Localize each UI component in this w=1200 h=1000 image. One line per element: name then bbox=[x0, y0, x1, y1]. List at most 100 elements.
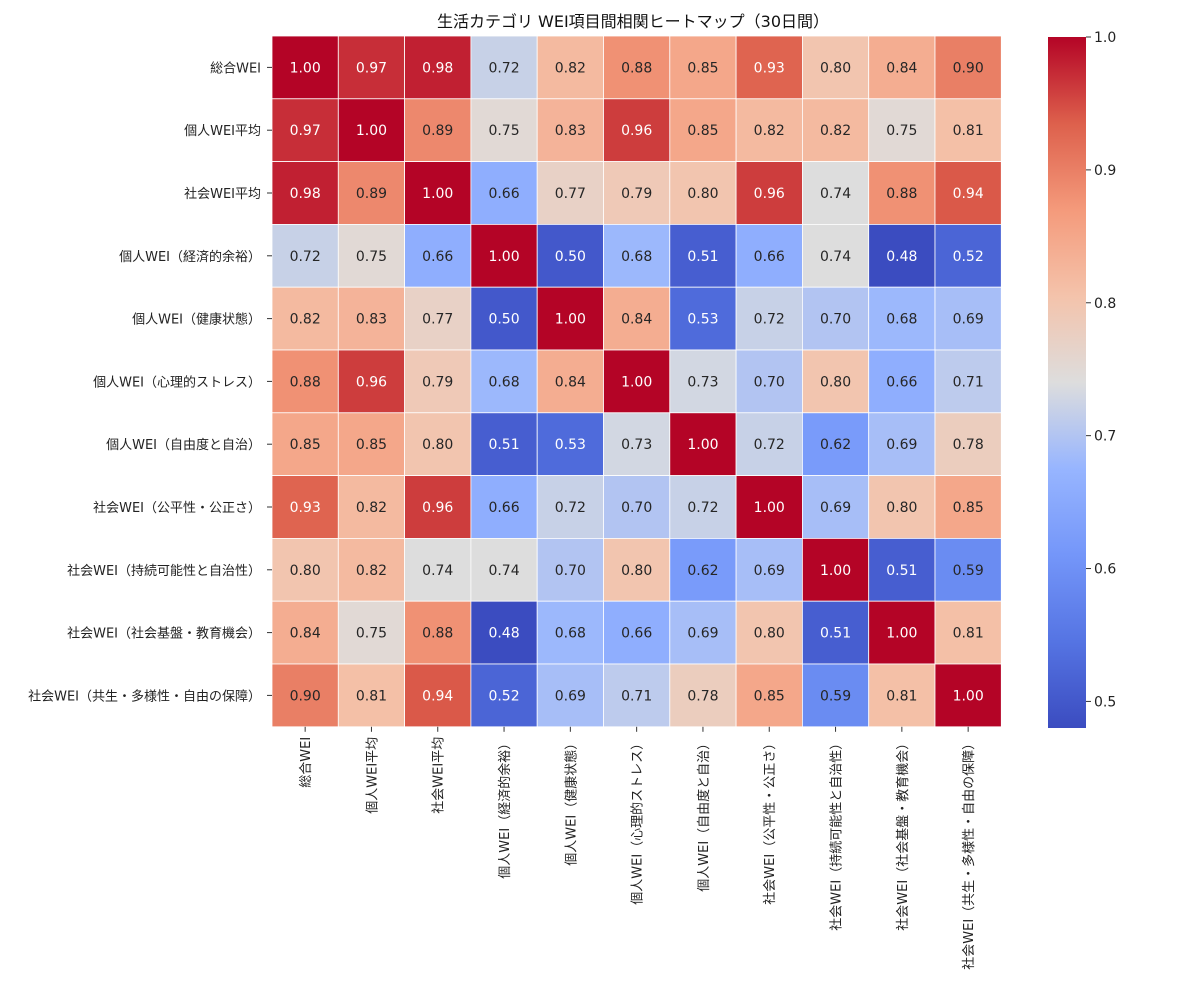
cell-value-label: 0.80 bbox=[754, 626, 785, 642]
cell-value-label: 1.00 bbox=[488, 249, 519, 265]
heatmap-cell bbox=[404, 663, 472, 728]
heatmap-cell bbox=[934, 286, 1002, 351]
cell-value-label: 0.81 bbox=[953, 626, 984, 642]
colorbar bbox=[1048, 37, 1086, 728]
heatmap-cell bbox=[868, 475, 936, 539]
colorbar-tick-label: 1.0 bbox=[1094, 30, 1116, 46]
cell-value-label: 0.72 bbox=[687, 500, 718, 516]
heatmap-cell bbox=[868, 98, 936, 163]
heatmap-cell bbox=[603, 600, 671, 665]
heatmap-cell bbox=[536, 600, 604, 665]
row-label: 個人WEI平均 bbox=[184, 124, 261, 139]
cell-value-label: 0.66 bbox=[886, 374, 917, 390]
heatmap-cell bbox=[669, 98, 737, 163]
cell-value-label: 0.93 bbox=[290, 500, 321, 516]
column-labels: 総合WEI 個人WEI平均 社会WEI平均 個人WEI（経済的余裕） 個人WEI（健康状… bbox=[299, 726, 977, 970]
heatmap-cell bbox=[536, 475, 604, 539]
heatmap-cell bbox=[934, 161, 1002, 225]
cell-value-label: 0.50 bbox=[488, 312, 519, 328]
chart-title: 生活カテゴリ WEI項目間相関ヒートマップ（30日間） bbox=[437, 12, 829, 31]
heatmap-cell bbox=[735, 98, 803, 163]
heatmap-cell bbox=[669, 223, 737, 288]
heatmap-cell bbox=[735, 35, 803, 100]
heatmap-cell bbox=[271, 35, 339, 100]
cell-value-label: 0.85 bbox=[687, 60, 718, 76]
row-label: 個人WEI（自由度と自治） bbox=[106, 437, 261, 453]
cell-value-label: 0.48 bbox=[886, 249, 917, 265]
heatmap-cell bbox=[735, 475, 803, 539]
cell-value-label: 0.97 bbox=[290, 123, 321, 139]
cell-value-label: 0.70 bbox=[820, 312, 851, 328]
cell-value-label: 1.00 bbox=[820, 563, 851, 579]
cell-value-label: 0.69 bbox=[820, 500, 851, 516]
cell-value-label: 0.94 bbox=[422, 688, 453, 704]
heatmap-cell bbox=[868, 412, 936, 476]
cell-value-label: 0.72 bbox=[555, 500, 586, 516]
cell-value-label: 0.90 bbox=[953, 60, 984, 76]
heatmap-cell bbox=[470, 286, 538, 351]
cell-value-label: 0.96 bbox=[754, 186, 785, 202]
row-label: 総合WEI bbox=[210, 61, 261, 76]
cell-value-label: 0.80 bbox=[820, 374, 851, 390]
cell-value-label: 0.80 bbox=[422, 437, 453, 453]
cell-value-label: 0.82 bbox=[356, 563, 387, 579]
cell-value-label: 1.00 bbox=[290, 60, 321, 76]
cell-value-label: 0.50 bbox=[555, 249, 586, 265]
heatmap-cell bbox=[669, 538, 737, 602]
heatmap-cell bbox=[802, 412, 870, 476]
cell-value-label: 0.51 bbox=[820, 626, 851, 642]
cell-value-label: 0.72 bbox=[488, 60, 519, 76]
cell-value-label: 0.96 bbox=[621, 123, 652, 139]
heatmap-cell bbox=[271, 538, 339, 602]
heatmap-cell bbox=[603, 35, 671, 100]
heatmap-cell bbox=[934, 412, 1002, 476]
row-label: 個人WEI（経済的余裕） bbox=[119, 249, 261, 265]
cell-value-label: 0.96 bbox=[422, 500, 453, 516]
cell-value-label: 0.71 bbox=[953, 374, 984, 390]
cell-value-label: 0.59 bbox=[820, 688, 851, 704]
colorbar-tick-label: 0.7 bbox=[1094, 429, 1116, 445]
cell-value-label: 0.68 bbox=[555, 626, 586, 642]
cell-value-label: 0.80 bbox=[820, 60, 851, 76]
cell-value-label: 0.59 bbox=[953, 563, 984, 579]
heatmap-cell bbox=[802, 161, 870, 225]
column-label: 社会WEI（持続可能性と自治性） bbox=[829, 737, 845, 931]
heatmap-cell bbox=[802, 98, 870, 163]
cell-value-label: 1.00 bbox=[754, 500, 785, 516]
cell-value-label: 0.53 bbox=[687, 312, 718, 328]
heatmap-cell bbox=[470, 600, 538, 665]
cell-value-label: 0.96 bbox=[356, 374, 387, 390]
heatmap-cell bbox=[271, 475, 339, 539]
cell-value-label: 0.81 bbox=[886, 688, 917, 704]
cell-value-label: 0.52 bbox=[488, 688, 519, 704]
heatmap-cell bbox=[536, 35, 604, 100]
cell-value-label: 0.70 bbox=[754, 374, 785, 390]
cell-value-label: 0.89 bbox=[356, 186, 387, 202]
heatmap-cell bbox=[404, 538, 472, 602]
cell-value-label: 0.69 bbox=[754, 563, 785, 579]
cell-value-label: 0.97 bbox=[356, 60, 387, 76]
cell-value-label: 0.84 bbox=[555, 374, 586, 390]
heatmap-cell bbox=[802, 286, 870, 351]
cell-value-label: 1.00 bbox=[953, 688, 984, 704]
cell-value-label: 0.88 bbox=[422, 626, 453, 642]
cell-value-label: 0.72 bbox=[754, 437, 785, 453]
heatmap-cell bbox=[337, 286, 405, 351]
cell-value-label: 0.85 bbox=[687, 123, 718, 139]
cell-value-label: 0.68 bbox=[488, 374, 519, 390]
heatmap-cell bbox=[271, 98, 339, 163]
cell-value-label: 1.00 bbox=[687, 437, 718, 453]
heatmap-cell bbox=[404, 161, 472, 225]
heatmap-cell bbox=[603, 286, 671, 351]
cell-value-label: 0.80 bbox=[621, 563, 652, 579]
cell-value-label: 0.77 bbox=[422, 312, 453, 328]
cell-value-label: 0.74 bbox=[422, 563, 453, 579]
colorbar-tick-label: 0.6 bbox=[1094, 562, 1116, 578]
cell-value-label: 0.52 bbox=[953, 249, 984, 265]
cell-value-label: 0.66 bbox=[488, 186, 519, 202]
column-label: 社会WEI（共生・多様性・自由の保障） bbox=[961, 737, 977, 970]
heatmap-cell bbox=[337, 475, 405, 539]
cell-value-label: 0.82 bbox=[820, 123, 851, 139]
heatmap-cell bbox=[802, 223, 870, 288]
heatmap-cell bbox=[536, 161, 604, 225]
